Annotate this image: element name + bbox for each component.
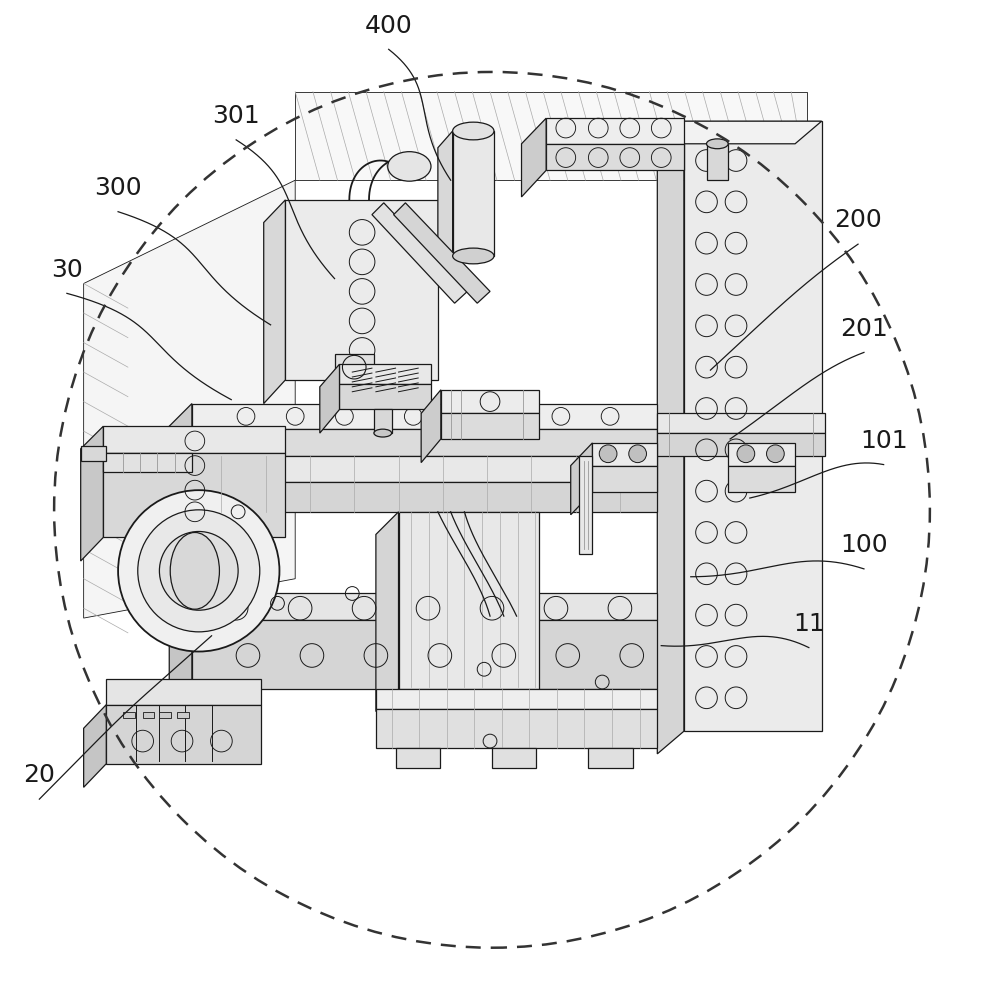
Polygon shape — [374, 409, 392, 433]
Polygon shape — [177, 712, 189, 718]
Polygon shape — [84, 180, 295, 618]
Polygon shape — [103, 426, 285, 453]
Ellipse shape — [707, 139, 728, 149]
Polygon shape — [657, 121, 684, 754]
Polygon shape — [522, 118, 546, 197]
Polygon shape — [546, 118, 684, 144]
Polygon shape — [192, 429, 657, 456]
Circle shape — [629, 445, 646, 463]
Text: 30: 30 — [51, 258, 83, 282]
Polygon shape — [81, 426, 103, 561]
Polygon shape — [81, 446, 106, 461]
Ellipse shape — [388, 152, 431, 181]
Polygon shape — [707, 144, 728, 180]
Polygon shape — [492, 748, 536, 768]
Polygon shape — [192, 456, 657, 482]
Text: 100: 100 — [840, 533, 888, 557]
Text: 200: 200 — [834, 208, 882, 232]
Polygon shape — [106, 679, 261, 705]
Ellipse shape — [453, 122, 494, 140]
Polygon shape — [159, 712, 171, 718]
Circle shape — [599, 445, 617, 463]
Polygon shape — [192, 404, 657, 429]
Polygon shape — [657, 121, 822, 144]
Polygon shape — [295, 92, 807, 180]
Circle shape — [138, 510, 260, 632]
Polygon shape — [320, 364, 339, 433]
Circle shape — [737, 445, 755, 463]
Ellipse shape — [170, 532, 219, 609]
Polygon shape — [192, 593, 657, 620]
Text: 400: 400 — [365, 14, 412, 38]
Polygon shape — [103, 453, 192, 472]
Polygon shape — [84, 705, 106, 787]
Polygon shape — [192, 482, 657, 512]
Polygon shape — [728, 466, 795, 492]
Polygon shape — [394, 203, 490, 303]
Polygon shape — [441, 390, 539, 413]
Polygon shape — [376, 689, 657, 709]
Polygon shape — [372, 203, 467, 303]
Text: 300: 300 — [94, 176, 142, 200]
Polygon shape — [376, 709, 657, 748]
Ellipse shape — [374, 429, 392, 437]
Text: 201: 201 — [840, 317, 888, 341]
Polygon shape — [103, 453, 285, 537]
Polygon shape — [264, 200, 285, 404]
Polygon shape — [335, 354, 374, 380]
Polygon shape — [106, 705, 261, 764]
Text: 11: 11 — [793, 612, 825, 636]
Polygon shape — [592, 443, 657, 466]
Polygon shape — [143, 712, 154, 718]
Text: 20: 20 — [24, 763, 55, 787]
Polygon shape — [339, 384, 431, 409]
Polygon shape — [421, 390, 441, 463]
Polygon shape — [588, 748, 633, 768]
Polygon shape — [123, 712, 135, 718]
Polygon shape — [339, 364, 431, 384]
Polygon shape — [169, 404, 192, 478]
Polygon shape — [441, 413, 539, 439]
Polygon shape — [579, 456, 592, 554]
Polygon shape — [285, 200, 438, 380]
Polygon shape — [546, 144, 684, 170]
Polygon shape — [399, 512, 539, 689]
Polygon shape — [438, 131, 453, 272]
Polygon shape — [684, 121, 822, 731]
Polygon shape — [728, 443, 795, 466]
Circle shape — [159, 531, 238, 610]
Polygon shape — [396, 748, 440, 768]
Polygon shape — [453, 131, 494, 256]
Ellipse shape — [453, 248, 494, 264]
Polygon shape — [192, 620, 657, 689]
Circle shape — [767, 445, 784, 463]
Polygon shape — [592, 466, 657, 492]
Polygon shape — [571, 443, 592, 515]
Circle shape — [118, 490, 279, 652]
Polygon shape — [169, 593, 192, 712]
Polygon shape — [657, 433, 825, 456]
Polygon shape — [657, 413, 825, 433]
Polygon shape — [376, 512, 399, 712]
Text: 301: 301 — [213, 104, 260, 128]
Text: 101: 101 — [860, 429, 907, 453]
